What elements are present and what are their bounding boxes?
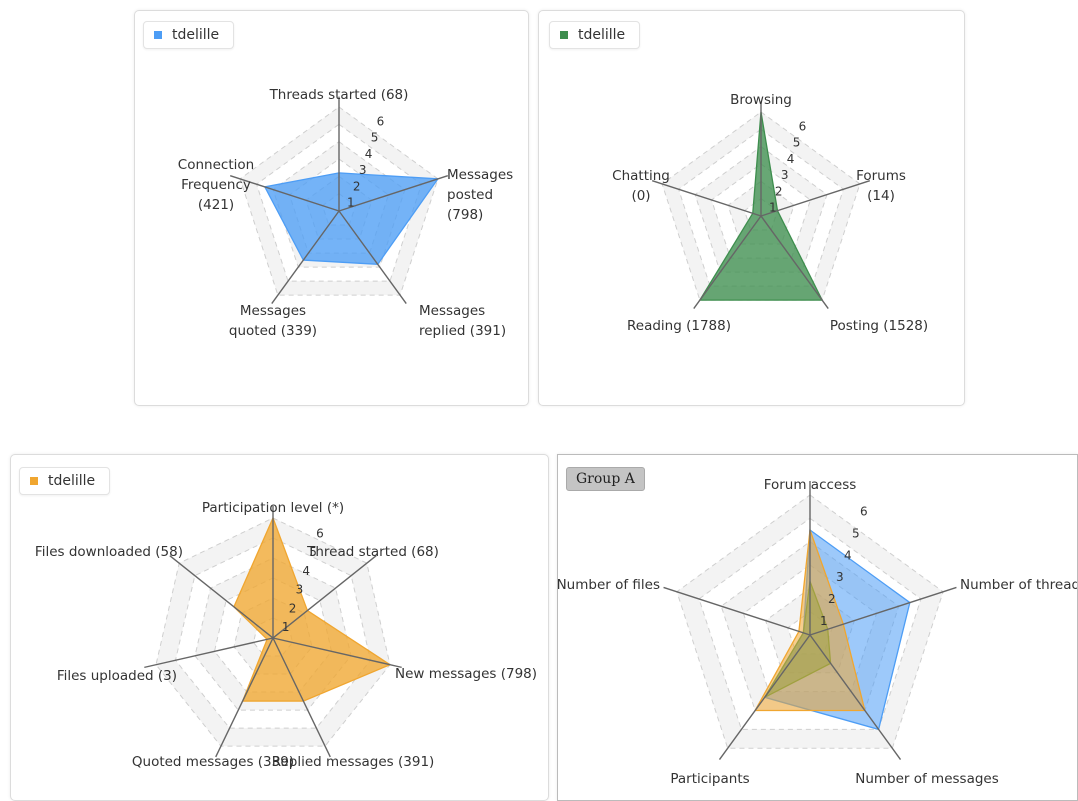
tick-label: 6 (316, 526, 324, 540)
tick-label: 2 (775, 184, 783, 198)
tick-label: 2 (289, 601, 297, 615)
axis-label: Number of files (558, 577, 660, 593)
axis-label: Threads started (68) (269, 87, 409, 103)
axis-label: Chatting (0) (612, 168, 670, 204)
axis-line (338, 174, 449, 212)
legend-swatch (30, 477, 38, 485)
axis-line (229, 174, 340, 212)
axis-label: Forums (14) (856, 168, 906, 204)
tick-label: 5 (371, 131, 379, 145)
tick-label: 3 (296, 583, 304, 597)
chart-panel-2: tdelille 1 2 3 4 5 6 Browsing Forums (14) Posting… (538, 10, 965, 406)
tick-label: 5 (793, 136, 801, 150)
legend-swatch (154, 31, 162, 39)
tick-label: 4 (302, 564, 310, 578)
legend-label: tdelille (172, 27, 220, 43)
axis-label: New messages (798) (395, 666, 537, 682)
axis-label: Messages quoted (339) (229, 303, 317, 339)
legend[interactable]: tdelille (549, 21, 641, 49)
axis-label: Number of threads (960, 577, 1077, 593)
axis-label: Forum access (764, 477, 857, 493)
axis-line (760, 179, 871, 217)
axis-line (272, 555, 377, 639)
axis-label: Number of messages (855, 771, 999, 787)
legend-label: tdelille (578, 27, 626, 43)
series-area[interactable] (263, 172, 440, 265)
axis-label: Participation level (*) (202, 500, 344, 516)
axis-label: Files uploaded (3) (57, 668, 177, 684)
axis-label: Participants (670, 771, 749, 787)
axis-label: Messages posted (798) (447, 167, 513, 223)
axis-line (718, 634, 811, 761)
legend[interactable]: tdelille (19, 467, 111, 495)
chart-panel-3: tdelille 1 2 3 4 5 6 Participation level (*) Th… (10, 454, 549, 801)
tick-label: 6 (377, 114, 385, 128)
axis-label: Posting (1528) (830, 318, 928, 334)
tick-label: 3 (781, 168, 789, 182)
axis-label: Replied messages (391) (272, 754, 435, 770)
axis-line (271, 210, 340, 304)
axis-line (272, 637, 402, 669)
axis-line (809, 586, 957, 636)
axis-line (651, 179, 762, 217)
tick-label: 4 (787, 152, 795, 166)
axis-line (169, 555, 274, 639)
tick-label: 1 (282, 620, 290, 634)
axis-line (663, 586, 811, 636)
tick-label: 2 (828, 592, 836, 606)
tick-label: 6 (799, 119, 807, 133)
group-label: Group A (566, 467, 645, 491)
legend-swatch (560, 31, 568, 39)
tick-label: 3 (359, 163, 367, 177)
axis-line (760, 215, 829, 309)
tick-label: 1 (347, 196, 355, 210)
tick-label: 5 (852, 526, 860, 540)
tick-label: 1 (769, 201, 777, 215)
legend-label: tdelille (48, 473, 96, 489)
radar-chart-3: 1 2 3 4 5 6 Participation level (*) Thread star… (35, 500, 537, 770)
chart-panel-1: tdelille 1 2 3 4 5 6 Threads started (68) Messa… (134, 10, 529, 406)
axis-label: Connection Frequency (421) (178, 157, 254, 213)
tick-label: 5 (309, 545, 317, 559)
tick-label: 4 (844, 548, 852, 562)
tick-label: 4 (365, 147, 373, 161)
axis-line (272, 637, 331, 758)
axis-label: Thread started (68) (306, 544, 439, 560)
axis-label: Files downloaded (58) (35, 544, 183, 560)
tick-label: 3 (836, 570, 844, 584)
tick-label: 2 (353, 179, 361, 193)
axis-line (809, 634, 902, 761)
axis-label: Browsing (730, 92, 792, 108)
tick-label: 1 (820, 614, 828, 628)
axis-label: Messages replied (391) (419, 303, 506, 339)
tick-label: 6 (860, 504, 868, 518)
axis-label: Quoted messages (339) (132, 754, 294, 770)
legend[interactable]: tdelille (143, 21, 235, 49)
radar-chart-1: 1 2 3 4 5 6 Threads started (68) Messages posted… (178, 87, 513, 339)
axis-label: Reading (1788) (627, 318, 731, 334)
chart-panel-4: Group A 1 2 3 4 5 6 Forum access Number of thre… (557, 454, 1078, 801)
axis-line (693, 215, 762, 309)
axis-line (338, 210, 407, 304)
radar-chart-2: 1 2 3 4 5 6 Browsing Forums (14) Posting (1528) Re… (612, 92, 928, 334)
axis-line (215, 637, 274, 758)
axis-line (144, 637, 274, 669)
